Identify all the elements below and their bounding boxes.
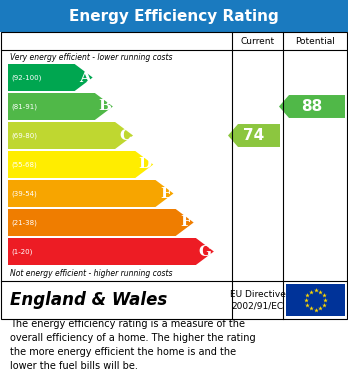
- Text: 88: 88: [301, 99, 323, 114]
- Text: Not energy efficient - higher running costs: Not energy efficient - higher running co…: [10, 269, 173, 278]
- Bar: [0, 0, 348, 32]
- Text: Very energy efficient - lower running costs: Very energy efficient - lower running co…: [10, 52, 173, 61]
- Polygon shape: [228, 124, 280, 147]
- Text: (92-100): (92-100): [11, 74, 41, 81]
- Text: England & Wales: England & Wales: [10, 291, 167, 309]
- Text: B: B: [98, 99, 111, 113]
- Polygon shape: [8, 151, 153, 178]
- Polygon shape: [8, 209, 193, 236]
- Polygon shape: [8, 180, 173, 207]
- Polygon shape: [8, 122, 133, 149]
- Text: (81-91): (81-91): [11, 103, 37, 110]
- Bar: [1, 32, 347, 319]
- Text: A: A: [79, 70, 91, 84]
- Polygon shape: [8, 93, 113, 120]
- Polygon shape: [8, 238, 214, 265]
- Text: Potential: Potential: [295, 36, 335, 45]
- Polygon shape: [8, 64, 93, 91]
- Text: (1-20): (1-20): [11, 248, 32, 255]
- Text: G: G: [199, 244, 212, 258]
- Text: Current: Current: [240, 36, 275, 45]
- Text: 74: 74: [243, 128, 264, 143]
- Text: D: D: [138, 158, 151, 172]
- Text: C: C: [119, 129, 131, 142]
- Text: (39-54): (39-54): [11, 190, 37, 197]
- Text: (69-80): (69-80): [11, 132, 37, 139]
- Polygon shape: [279, 95, 345, 118]
- Text: (21-38): (21-38): [11, 219, 37, 226]
- Text: E: E: [160, 187, 172, 201]
- Text: EU Directive
2002/91/EC: EU Directive 2002/91/EC: [230, 290, 285, 310]
- Bar: [286, 284, 345, 316]
- Text: F: F: [181, 215, 192, 230]
- Text: (55-68): (55-68): [11, 161, 37, 168]
- Text: Energy Efficiency Rating: Energy Efficiency Rating: [69, 9, 279, 23]
- Text: The energy efficiency rating is a measure of the
overall efficiency of a home. T: The energy efficiency rating is a measur…: [10, 319, 256, 371]
